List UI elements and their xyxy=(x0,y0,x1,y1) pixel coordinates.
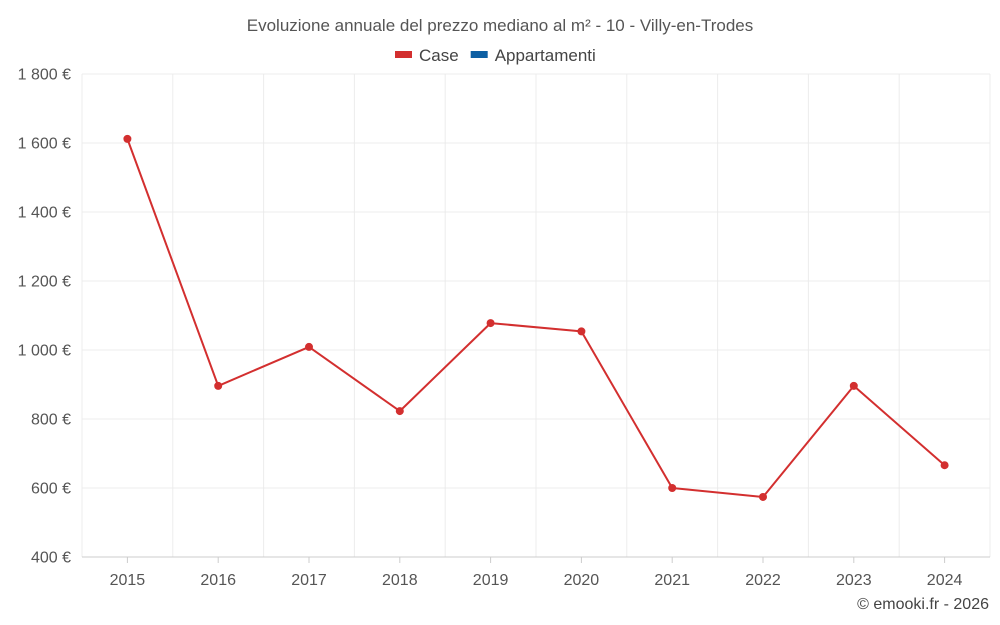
x-tick-label: 2016 xyxy=(200,572,236,589)
x-tick-label: 2020 xyxy=(564,572,600,589)
legend-swatch xyxy=(470,51,488,58)
y-tick-label: 1 200 € xyxy=(18,274,71,291)
x-tick-label: 2024 xyxy=(927,572,963,589)
chart-title: Evoluzione annuale del prezzo mediano al… xyxy=(247,16,753,35)
y-tick-label: 1 800 € xyxy=(18,67,71,84)
series-line-case xyxy=(126,138,946,498)
data-point[interactable] xyxy=(759,492,767,501)
series-layer xyxy=(123,134,949,501)
data-point[interactable] xyxy=(577,327,586,336)
x-tick-label: 2015 xyxy=(110,572,146,589)
data-point[interactable] xyxy=(849,381,858,390)
y-tick-label: 1 400 € xyxy=(18,205,71,222)
x-tick-label: 2023 xyxy=(836,572,872,589)
x-axis: 2015 2016 2017 2018 2019 2020 2021 2022 2023 2024 xyxy=(82,556,990,589)
y-tick-label: 1 600 € xyxy=(18,136,71,153)
legend-swatch xyxy=(395,51,412,58)
grid xyxy=(81,73,991,558)
legend-label[interactable]: Case xyxy=(419,46,459,65)
data-point[interactable] xyxy=(668,484,677,492)
y-tick-label: 400 € xyxy=(31,550,71,567)
x-tick-label: 2018 xyxy=(382,572,418,589)
credit-text: © emooki.fr - 2026 xyxy=(857,596,989,613)
data-point[interactable] xyxy=(305,342,313,351)
x-tick-label: 2019 xyxy=(473,572,509,589)
y-tick-label: 600 € xyxy=(31,481,71,498)
y-axis: 400 € 600 € 800 € 1 000 € 1 200 € 1 400 € 1 60… xyxy=(18,67,71,567)
x-tick-label: 2021 xyxy=(654,572,690,589)
legend: Case Appartamenti xyxy=(395,46,596,65)
x-tick-label: 2022 xyxy=(745,572,781,589)
y-tick-label: 800 € xyxy=(31,412,71,429)
data-point[interactable] xyxy=(940,461,949,470)
data-point[interactable] xyxy=(214,381,223,390)
data-point[interactable] xyxy=(395,407,404,416)
x-tick-label: 2017 xyxy=(291,572,327,589)
data-point[interactable] xyxy=(123,134,132,143)
data-point[interactable] xyxy=(486,319,495,328)
y-tick-label: 1 000 € xyxy=(18,343,71,360)
legend-label[interactable]: Appartamenti xyxy=(495,46,596,65)
